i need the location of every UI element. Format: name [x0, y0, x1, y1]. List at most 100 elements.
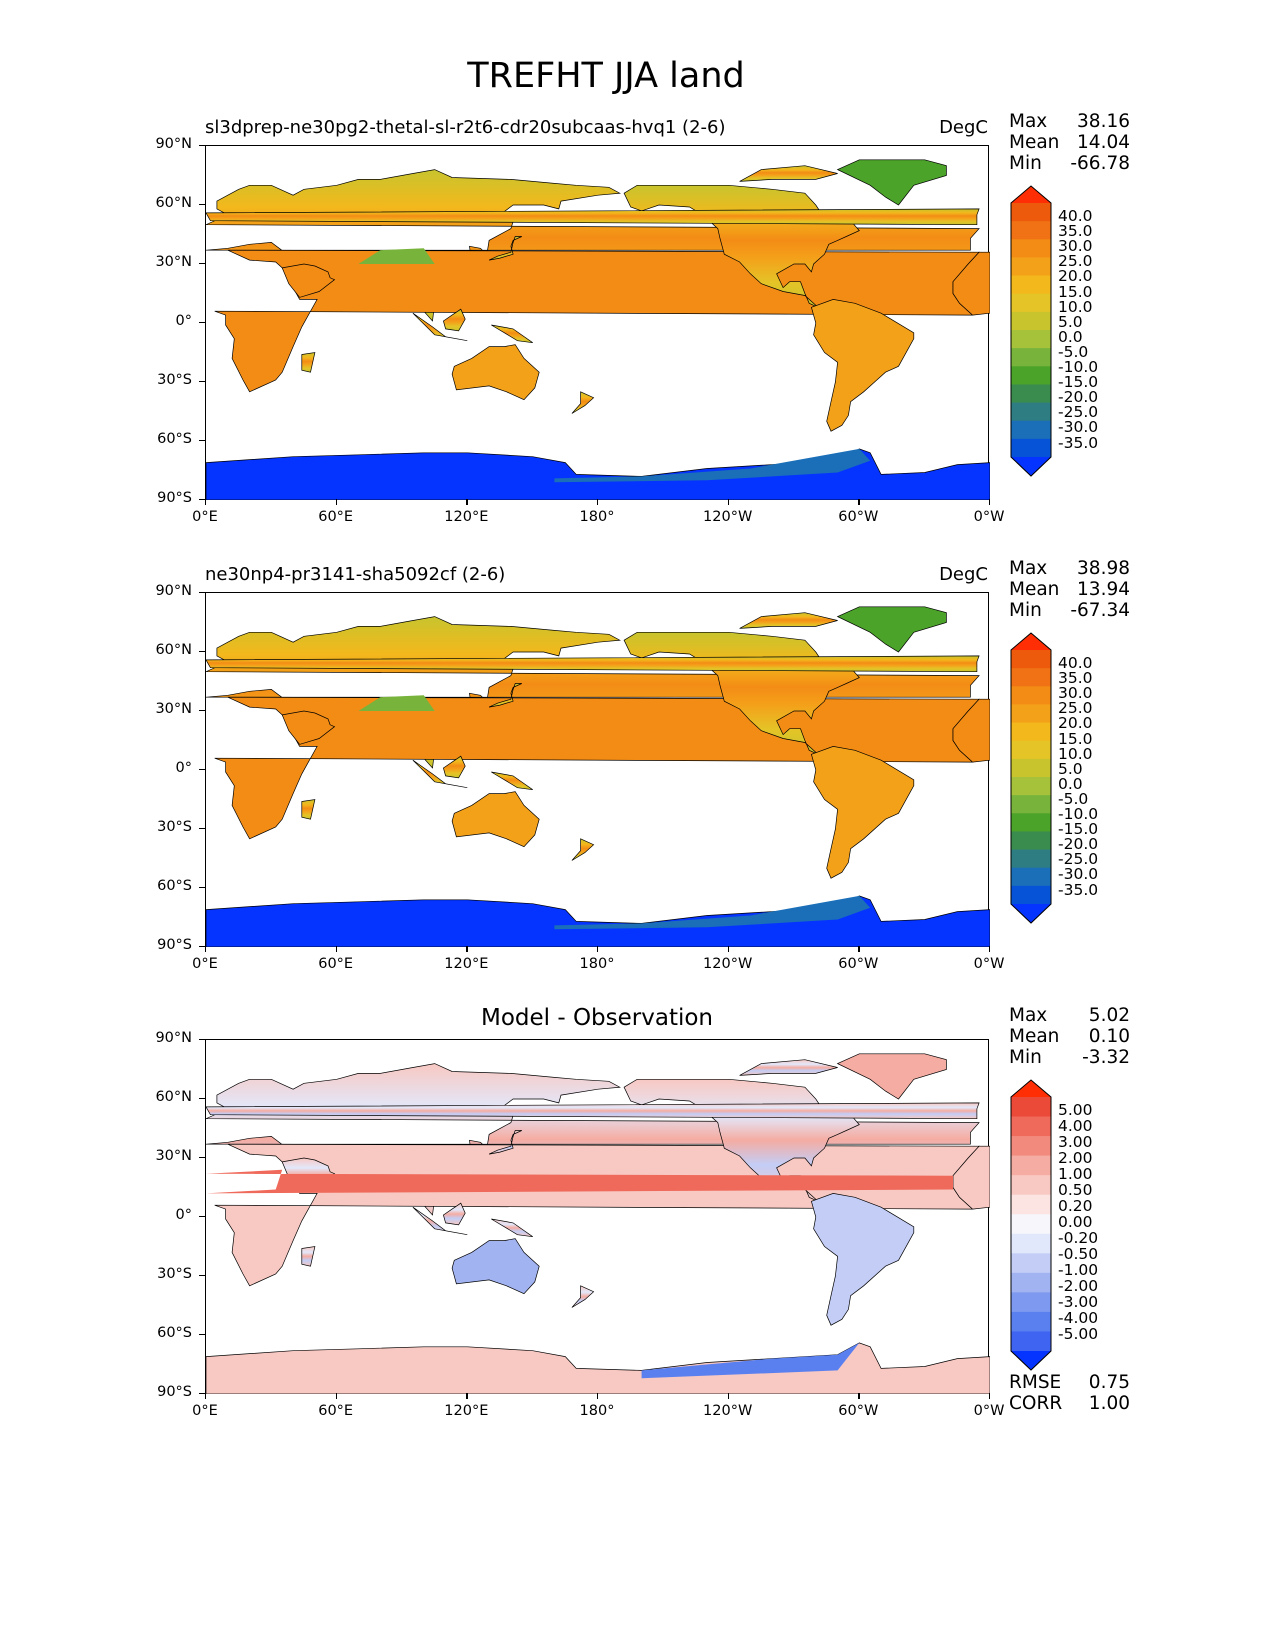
- lon-tick-label: 120°E: [444, 956, 489, 972]
- colorbar-label: -25.0: [1058, 850, 1099, 869]
- lon-tick-mark: [466, 499, 468, 505]
- lon-tick-label: 0°W: [973, 956, 1005, 972]
- land-africa_e: [952, 251, 990, 316]
- lon-tick-mark: [989, 499, 991, 505]
- lon-tick-mark: [335, 1393, 338, 1399]
- land-borneo: [442, 308, 466, 332]
- lon-tick-label: 60°E: [318, 1403, 354, 1419]
- stat-value: 13.94: [1077, 579, 1130, 600]
- colorbar-label: 20.0: [1058, 714, 1093, 733]
- map-plot: [206, 159, 990, 500]
- land-arabia: [281, 710, 336, 745]
- colorbar-label: 20.0: [1058, 267, 1093, 286]
- lat-tick-label: 60°N: [155, 642, 192, 658]
- land-borneo: [442, 755, 466, 779]
- colorbar-label: 1.00: [1058, 1165, 1093, 1183]
- land-newguinea: [491, 324, 533, 344]
- lon-tick-mark: [989, 946, 991, 952]
- colorbar-label: -15.0: [1058, 373, 1099, 392]
- lat-tick-label: 60°N: [155, 195, 192, 211]
- colorbar-label: -5.0: [1058, 789, 1089, 808]
- lon-tick-mark: [727, 499, 730, 505]
- colorbar-label: 10.0: [1058, 744, 1093, 763]
- lat-tick-label: 90°S: [157, 937, 192, 953]
- lon-tick-mark: [205, 1393, 207, 1399]
- land-arabia: [281, 263, 336, 298]
- lat-tick-mark: [199, 499, 205, 501]
- land-australia: [451, 344, 540, 401]
- land-samerica: [810, 1193, 915, 1326]
- land-uk: [206, 208, 980, 226]
- land-nz: [571, 838, 595, 861]
- land-arctic_isl: [739, 165, 838, 182]
- lat-tick-mark: [199, 381, 205, 383]
- stat-label: Mean: [1009, 579, 1060, 600]
- stat-value: 5.02: [1088, 1005, 1130, 1026]
- colorbar-label: -35.0: [1058, 880, 1099, 899]
- land-arctic_isl: [739, 612, 838, 629]
- lat-tick-mark: [199, 1098, 205, 1100]
- colorbar: [1010, 632, 1052, 924]
- colorbar-label: 35.0: [1058, 222, 1093, 241]
- map-plot: [206, 606, 990, 947]
- stat-value: 0.10: [1088, 1026, 1130, 1047]
- stat-label: Max: [1009, 1005, 1048, 1026]
- stat-value: -3.32: [1082, 1047, 1130, 1068]
- land-madagascar: [301, 352, 316, 373]
- stat-value: 0.75: [1088, 1372, 1130, 1393]
- colorbar-label: 15.0: [1058, 729, 1093, 748]
- land-antarctica: [206, 895, 990, 947]
- colorbar-label: -4.00: [1058, 1309, 1099, 1327]
- stat-value: 14.04: [1077, 132, 1130, 153]
- lat-tick-label: 60°S: [157, 431, 192, 447]
- lon-tick-mark: [727, 946, 730, 952]
- lat-tick-mark: [199, 322, 205, 324]
- antarctica-shading: [554, 895, 871, 930]
- lon-tick-mark: [858, 1393, 860, 1399]
- colorbar-label: -10.0: [1058, 805, 1099, 823]
- stat-value: 38.16: [1077, 111, 1130, 132]
- lon-tick-label: 120°W: [703, 1403, 753, 1419]
- land-japan: [488, 1130, 522, 1155]
- land-greenland: [836, 159, 947, 206]
- panel-title-left: sl3dprep-ne30pg2-thetal-sl-r2t6-cdr20sub…: [205, 117, 726, 138]
- land-newguinea: [491, 771, 533, 791]
- map-frame: [205, 1039, 990, 1394]
- land-borneo: [442, 1202, 466, 1226]
- figure-title: TREFHT JJA land: [467, 56, 745, 96]
- land-japan: [488, 236, 522, 261]
- land-uk: [206, 655, 980, 673]
- stat-value: 1.00: [1088, 1393, 1130, 1414]
- colorbar-label: 5.0: [1058, 312, 1083, 331]
- map-frame: [205, 592, 990, 947]
- land-samerica: [810, 299, 915, 432]
- land-africa_e: [952, 698, 990, 763]
- lat-tick-mark: [199, 710, 205, 712]
- colorbar-label: -30.0: [1058, 418, 1099, 437]
- lon-tick-label: 120°E: [444, 509, 489, 525]
- colorbar-label: 0.0: [1058, 774, 1083, 793]
- lon-tick-label: 180°: [579, 509, 615, 525]
- lat-tick-mark: [199, 1393, 205, 1395]
- lon-tick-mark: [597, 499, 599, 505]
- colorbar-label: 0.00: [1058, 1213, 1093, 1231]
- colorbar-label: -1.00: [1058, 1261, 1099, 1279]
- lon-tick-mark: [858, 499, 860, 505]
- lon-tick-mark: [597, 1393, 599, 1399]
- antarctica-shading: [641, 1342, 860, 1379]
- lon-tick-label: 0°E: [192, 509, 218, 525]
- lon-tick-label: 60°W: [838, 509, 879, 525]
- colorbar-label: -10.0: [1058, 358, 1099, 376]
- lon-tick-mark: [466, 1393, 468, 1399]
- stat-label: Max: [1009, 111, 1048, 132]
- land-antarctica: [206, 1342, 990, 1394]
- lat-tick-label: 60°S: [157, 1325, 192, 1341]
- lat-tick-label: 30°S: [157, 372, 192, 388]
- lon-tick-label: 0°W: [973, 509, 1005, 525]
- colorbar-label: 0.0: [1058, 327, 1083, 346]
- colorbar-label: 30.0: [1058, 684, 1093, 703]
- lon-tick-mark: [597, 946, 599, 952]
- colorbar-label: -20.0: [1058, 388, 1099, 407]
- land-indonesia: [412, 759, 468, 789]
- lat-tick-label: 30°N: [155, 254, 192, 270]
